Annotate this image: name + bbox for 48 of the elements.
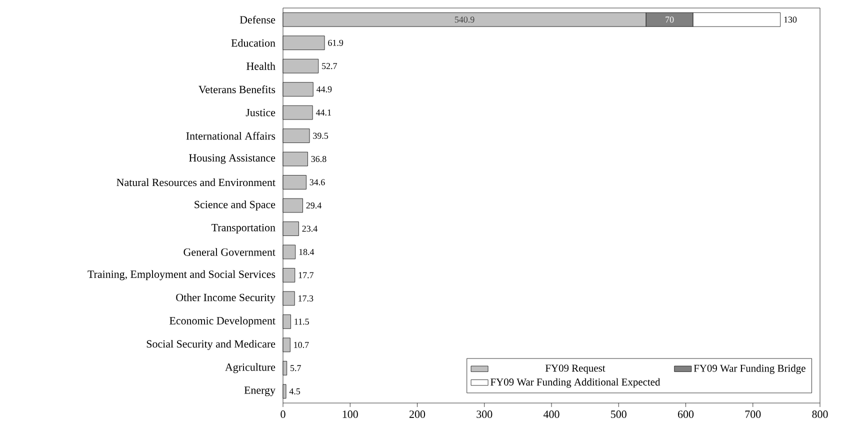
x-tick-label: 500 — [611, 410, 626, 418]
data-label: 18.4 — [299, 248, 314, 256]
text: FY09 Request — [545, 364, 606, 374]
y-tick-label: Natural Resources and Environment — [116, 178, 276, 186]
data-label: 34.6 — [310, 179, 325, 186]
y-tick-label: Economic Development — [170, 316, 276, 327]
legend-label: FY09 War Funding Bridge — [694, 364, 806, 374]
data-label: 540.9 — [454, 16, 474, 23]
y-tick-label: Defense — [240, 16, 276, 24]
x-tick-label: 400 — [544, 410, 560, 418]
y-tick-label: Training, Employment and Social Services — [88, 270, 276, 280]
data-label: 70 — [666, 16, 674, 23]
y-tick-label: Justice — [246, 108, 276, 116]
data-label: 17.3 — [298, 295, 314, 302]
y-tick-label: Energy — [244, 386, 276, 396]
y-tick-label: Veterans Benefits — [198, 85, 276, 94]
data-label: 23.4 — [302, 226, 318, 232]
data-label: 130 — [784, 16, 797, 23]
y-tick-label: Science and Space — [194, 200, 276, 210]
x-tick-label: 100 — [342, 410, 358, 418]
x-tick-label: 800 — [812, 410, 828, 418]
y-tick-label: General Government — [184, 248, 276, 256]
data-label: 5.7 — [290, 365, 301, 372]
data-label: 29.4 — [306, 202, 322, 209]
y-tick-label: Transportation — [212, 224, 276, 234]
data-label: 39.5 — [313, 132, 328, 139]
x-tick-label: 0 — [280, 410, 286, 418]
data-label: 44.9 — [316, 86, 332, 92]
legend-label: FY09 War Funding Additional Expected — [490, 378, 660, 388]
y-tick-label: Health — [246, 62, 276, 70]
y-tick-label: Housing Assistance — [189, 154, 276, 164]
y-tick-label: Agriculture — [225, 363, 276, 374]
x-tick-label: 600 — [678, 410, 694, 418]
y-tick-label: International Affairs — [186, 132, 276, 140]
x-tick-label: 700 — [745, 410, 761, 418]
y-tick-label: Social Security and Medicare — [146, 340, 276, 350]
data-label: 44.1 — [316, 110, 331, 116]
data-label: 17.7 — [298, 272, 314, 278]
data-label: 11.5 — [294, 318, 309, 325]
data-label: 4.5 — [289, 388, 300, 394]
y-tick-label: Education — [231, 39, 276, 47]
data-label: 10.7 — [294, 342, 309, 348]
data-label: 61.9 — [328, 40, 344, 46]
x-tick-label: 300 — [476, 410, 492, 418]
data-label: 52.7 — [322, 63, 337, 70]
x-tick-label: 200 — [410, 410, 426, 418]
data-label: 36.8 — [311, 156, 326, 162]
y-tick-label: Other Income Security — [176, 293, 276, 304]
